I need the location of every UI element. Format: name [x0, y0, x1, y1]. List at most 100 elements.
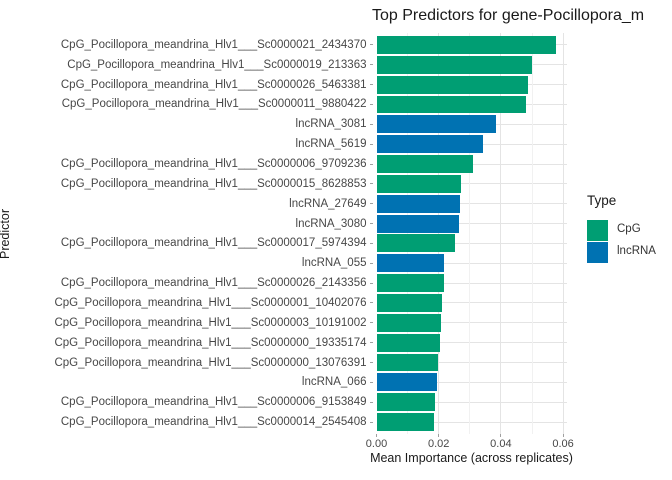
gridline-horizontal — [376, 421, 567, 423]
gridline-major — [500, 33, 502, 434]
gridline-minor — [531, 33, 533, 434]
x-axis-tick — [376, 434, 377, 437]
bar-lncRNA_3081 — [376, 115, 496, 134]
bar-CpG_Pocillopora_meandrina_Hlv1___Sc0000006_9709236 — [376, 155, 473, 173]
bar-CpG_Pocillopora_meandrina_Hlv1___Sc0000001_10402076 — [376, 294, 443, 312]
y-axis-label: lncRNA_27649 — [289, 197, 367, 210]
legend-entry-lncRNA: lncRNA — [587, 241, 656, 263]
gridline-horizontal — [376, 183, 567, 185]
y-axis-label: lncRNA_066 — [301, 376, 367, 389]
y-axis-label: CpG_Pocillopora_meandrina_Hlv1___Sc00000… — [67, 58, 367, 71]
y-axis-tick — [369, 421, 373, 423]
legend-entry-CpG: CpG — [587, 219, 656, 241]
y-axis-label: lncRNA_5619 — [295, 138, 367, 151]
legend-label-CpG: CpG — [617, 223, 641, 236]
gridline-major — [562, 33, 564, 434]
bar-CpG_Pocillopora_meandrina_Hlv1___Sc0000019_213363 — [376, 55, 532, 74]
bar-lncRNA_27649 — [376, 194, 460, 213]
bar-lncRNA_066 — [376, 373, 438, 392]
bar-CpG_Pocillopora_meandrina_Hlv1___Sc0000015_8628853 — [376, 174, 462, 193]
gridline-horizontal — [376, 401, 567, 403]
y-axis-tick — [369, 163, 373, 165]
gridline-horizontal — [376, 342, 567, 344]
y-axis-tick — [369, 203, 373, 205]
y-axis-label: CpG_Pocillopora_meandrina_Hlv1___Sc00000… — [60, 78, 367, 91]
y-axis-label: CpG_Pocillopora_meandrina_Hlv1___Sc00000… — [54, 296, 367, 309]
y-axis-tick — [369, 143, 373, 145]
bar-CpG_Pocillopora_meandrina_Hlv1___Sc0000026_5463381 — [376, 75, 528, 94]
bar-CpG_Pocillopora_meandrina_Hlv1___Sc0000011_9880422 — [376, 95, 526, 114]
gridline-horizontal — [376, 322, 567, 324]
chart-title: Top Predictors for gene-Pocillopora_m — [372, 7, 645, 24]
bar-CpG_Pocillopora_meandrina_Hlv1___Sc0000000_19335174 — [376, 333, 440, 352]
legend-swatch-lncRNA — [587, 241, 608, 263]
gridline-horizontal — [376, 203, 567, 205]
y-axis-tick — [369, 362, 373, 364]
y-axis-label: CpG_Pocillopora_meandrina_Hlv1___Sc00000… — [54, 316, 367, 329]
bar-CpG_Pocillopora_meandrina_Hlv1___Sc0000003_10191002 — [376, 313, 442, 332]
y-axis-label: lncRNA_3080 — [295, 217, 367, 230]
gridline-major — [438, 33, 440, 434]
y-axis-tick — [369, 84, 373, 86]
x-axis-tick — [500, 434, 502, 437]
gridline-horizontal — [376, 381, 567, 383]
y-axis-tick — [369, 381, 373, 383]
y-axis-title: Predictor — [0, 208, 12, 260]
bar-CpG_Pocillopora_meandrina_Hlv1___Sc0000026_2143356 — [376, 274, 444, 293]
gridline-horizontal — [376, 302, 567, 304]
legend-title: Type — [587, 193, 617, 208]
legend-swatch-CpG — [587, 219, 608, 241]
y-axis-tick — [369, 103, 373, 105]
bar-CpG_Pocillopora_meandrina_Hlv1___Sc0000000_13076391 — [376, 353, 439, 372]
bar-lncRNA_3080 — [376, 214, 460, 233]
x-axis-tick — [562, 434, 564, 437]
gridline-horizontal — [376, 242, 567, 244]
y-axis-tick — [369, 183, 373, 185]
bar-lncRNA_055 — [376, 254, 445, 273]
y-axis-tick — [369, 342, 373, 344]
gridline-horizontal — [376, 282, 567, 284]
legend-entries: CpG lncRNA — [587, 219, 656, 263]
gridline-minor — [469, 33, 471, 434]
legend-label-lncRNA: lncRNA — [617, 245, 656, 258]
gridline-minor — [407, 33, 409, 434]
bar-CpG_Pocillopora_meandrina_Hlv1___Sc0000017_5974394 — [376, 234, 455, 253]
x-axis-tick-label: 0.06 — [552, 438, 574, 450]
y-axis-tick — [369, 242, 373, 244]
legend: Type CpG lncRNA — [587, 194, 656, 264]
y-axis-tick — [369, 302, 373, 304]
bar-CpG_Pocillopora_meandrina_Hlv1___Sc0000021_2434370 — [376, 35, 556, 54]
bar-CpG_Pocillopora_meandrina_Hlv1___Sc0000006_9153849 — [376, 393, 435, 412]
x-axis-tick-label: 0.04 — [490, 438, 512, 450]
bar-CpG_Pocillopora_meandrina_Hlv1___Sc0000014_2545408 — [376, 413, 435, 431]
y-axis-tick — [369, 401, 373, 403]
y-axis-tick — [369, 322, 373, 324]
y-axis-label: CpG_Pocillopora_meandrina_Hlv1___Sc00000… — [60, 237, 367, 250]
y-axis-label: CpG_Pocillopora_meandrina_Hlv1___Sc00000… — [61, 98, 367, 111]
y-axis-label: CpG_Pocillopora_meandrina_Hlv1___Sc00000… — [60, 38, 367, 51]
y-axis-label: CpG_Pocillopora_meandrina_Hlv1___Sc00000… — [60, 177, 367, 190]
y-axis-tick — [369, 262, 373, 264]
gridline-horizontal — [376, 362, 567, 364]
y-axis-label: CpG_Pocillopora_meandrina_Hlv1___Sc00000… — [54, 336, 367, 349]
x-axis-tick-label: 0.00 — [365, 438, 388, 450]
bar-lncRNA_5619 — [376, 135, 483, 154]
y-axis-tick — [369, 123, 373, 125]
gridline-horizontal — [376, 262, 567, 264]
y-axis-tick — [369, 282, 373, 284]
x-axis-title: Mean Importance (across replicates) — [370, 451, 573, 465]
y-axis-label: CpG_Pocillopora_meandrina_Hlv1___Sc00000… — [60, 396, 367, 409]
y-axis-label: CpG_Pocillopora_meandrina_Hlv1___Sc00000… — [54, 356, 367, 369]
y-axis-tick — [369, 44, 373, 46]
y-axis-label: CpG_Pocillopora_meandrina_Hlv1___Sc00000… — [60, 277, 367, 290]
y-axis-tick — [369, 64, 373, 66]
x-axis-tick — [438, 434, 440, 437]
y-axis-tick — [369, 223, 373, 225]
x-axis-tick-label: 0.02 — [427, 438, 450, 450]
y-axis-label: lncRNA_3081 — [295, 118, 367, 131]
gridline-horizontal — [376, 223, 567, 225]
y-axis-label: lncRNA_055 — [301, 257, 367, 270]
y-axis-label: CpG_Pocillopora_meandrina_Hlv1___Sc00000… — [60, 158, 367, 171]
y-axis-label: CpG_Pocillopora_meandrina_Hlv1___Sc00000… — [60, 416, 367, 429]
